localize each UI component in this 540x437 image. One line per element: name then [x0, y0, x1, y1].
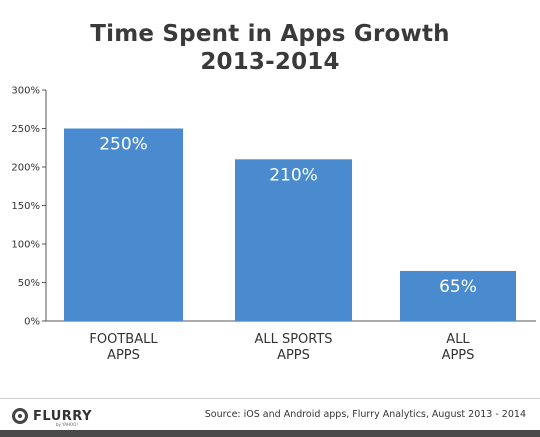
chart-title-line1: Time Spent in Apps Growth: [90, 21, 450, 47]
y-tick-label: 50%: [18, 278, 40, 289]
y-tick-label: 300%: [11, 86, 40, 97]
x-category-label: FOOTBALL: [89, 332, 158, 347]
chart-title-line2: 2013-2014: [200, 49, 340, 75]
flurry-logo-subtext: by YAHOO!: [56, 422, 78, 427]
flurry-logo-text: FLURRY: [33, 408, 92, 424]
y-tick-label: 100%: [11, 240, 40, 251]
bar-chart: 0%50%100%150%200%250%300%250%FOOTBALLAPP…: [11, 86, 536, 363]
x-category-label: APPS: [277, 348, 310, 363]
bar-data-label: 250%: [99, 135, 148, 155]
x-category-label: APPS: [107, 348, 140, 363]
footer-bar: [0, 430, 540, 437]
flurry-logo: FLURRY by YAHOO!: [12, 405, 92, 427]
footer-divider: [0, 398, 540, 399]
flurry-logo-icon: [12, 408, 28, 424]
x-category-label: ALL: [446, 332, 470, 347]
chart-title: Time Spent in Apps Growth 2013-2014: [0, 20, 540, 76]
y-tick-label: 150%: [11, 201, 40, 212]
bar: [400, 270, 516, 321]
x-category-label: ALL SPORTS: [254, 332, 332, 347]
x-category-label: APPS: [442, 348, 475, 363]
y-tick-label: 250%: [11, 124, 40, 135]
y-tick-label: 200%: [11, 163, 40, 174]
bar-data-label: 65%: [439, 277, 477, 297]
bar-data-label: 210%: [269, 165, 318, 185]
bar: [235, 159, 352, 321]
source-note: Source: iOS and Android apps, Flurry Ana…: [204, 409, 526, 420]
y-tick-label: 0%: [24, 317, 40, 328]
bar: [64, 128, 183, 321]
